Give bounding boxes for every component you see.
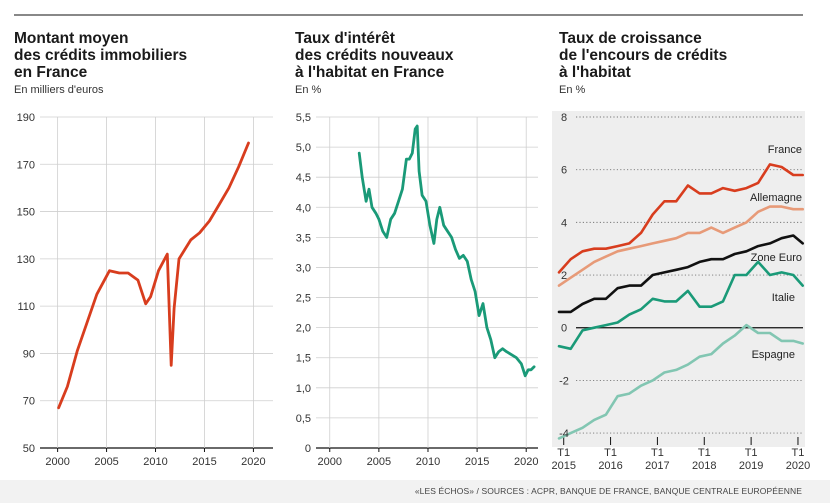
panel-1-xtick-label: 2010	[143, 456, 167, 468]
panel-2-xtick-label: 2000	[318, 456, 342, 468]
panel-3-plot	[552, 111, 805, 447]
panel-2-plot	[316, 116, 538, 452]
panel-2-title-line-2: des crédits nouveaux	[295, 47, 454, 64]
panel-1-xtick-label: 2005	[94, 456, 118, 468]
panel-3-ytick-label: 4	[561, 217, 567, 229]
panel-1-ytick-label: 70	[23, 396, 35, 408]
panel-2-title-line-3: à l'habitat en France	[295, 64, 445, 81]
panel-2-unit: En %	[295, 84, 322, 96]
source-bar	[0, 480, 830, 503]
panel-3-series-line	[557, 163, 804, 274]
panel-3-unit: En %	[559, 84, 586, 96]
panel-3-ytick-label: 0	[561, 323, 567, 335]
panel-2-xtick-label: 2005	[367, 456, 391, 468]
panel-1-plot	[40, 116, 273, 452]
panel-2-ytick-label: 2,0	[296, 323, 311, 335]
panel-1-ytick-label: 130	[17, 254, 35, 266]
panel-3-xtick-label-year: 2017	[645, 460, 669, 472]
panel-1-ytick-label: 150	[17, 207, 35, 219]
panel-1-ytick-label: 110	[17, 301, 35, 313]
panel-2-series-line	[357, 124, 536, 378]
panel-3-ytick-label: 8	[561, 112, 567, 124]
panel-3-series-label: Allemagne	[750, 192, 802, 204]
panel-1-ytick-label: 90	[23, 348, 35, 360]
source-note: «LES ÉCHOS» / SOURCES : ACPR, BANQUE DE …	[414, 486, 802, 496]
panel-2-title: Taux d'intérêt des crédits nouveaux à l'…	[295, 30, 454, 81]
panel-2-ytick-label: 3,0	[296, 262, 311, 274]
panel-3-series-line	[557, 323, 804, 440]
panel-3-xtick-label-quarter: T1	[557, 447, 570, 459]
panel-3-ytick-label: 2	[561, 270, 567, 282]
panel-2-xtick-label: 2010	[416, 456, 440, 468]
panel-2-xtick-label: 2020	[514, 456, 538, 468]
panel-1-xtick-label: 2020	[241, 456, 265, 468]
panel-3-ytick-label: -4	[559, 428, 569, 440]
panel-2-ytick-label: 1,0	[296, 383, 311, 395]
panel-3-series-label: Espagne	[752, 349, 795, 361]
panel-1-unit: En milliers d'euros	[14, 84, 104, 96]
panel-3-xtick-label-year: 2019	[739, 460, 763, 472]
panel-3-xtick-label-quarter: T1	[792, 447, 805, 459]
panel-1-ytick-label: 190	[17, 112, 35, 124]
panel-1-ytick-label: 170	[17, 159, 35, 171]
panel-2-ytick-label: 4,5	[296, 172, 311, 184]
panel-3-xtick-label-quarter: T1	[604, 447, 617, 459]
panel-3-xtick-label-year: 2018	[692, 460, 716, 472]
panel-2-xtick-label: 2015	[465, 456, 489, 468]
panel-1-xtick-label: 2000	[45, 456, 69, 468]
panel-3-xtick-label-quarter: T1	[698, 447, 711, 459]
panel-2-ytick-label: 0,5	[296, 413, 311, 425]
panel-3-ytick-label: 6	[561, 165, 567, 177]
panel-3-xtick-label-year: 2020	[786, 460, 810, 472]
panel-1-series-line	[57, 141, 250, 410]
panel-3-ytick-label: -2	[559, 375, 569, 387]
panel-3-xtick-label-year: 2016	[598, 460, 622, 472]
top-rule	[14, 14, 803, 16]
panel-1-title: Montant moyen des crédits immobiliers en…	[14, 30, 187, 81]
panel-2-ytick-label: 4,0	[296, 202, 311, 214]
panel-1-title-line-1: Montant moyen	[14, 30, 129, 47]
panel-2-ytick-label: 0	[305, 443, 311, 455]
panel-3-title-line-3: à l'habitat	[559, 64, 631, 81]
panel-3-series-label: France	[768, 144, 802, 156]
panel-3-xtick-label-quarter: T1	[745, 447, 758, 459]
panel-2-ytick-label: 5,0	[296, 142, 311, 154]
panel-3-background	[552, 111, 805, 447]
panel-1-title-line-3: en France	[14, 64, 88, 81]
panel-1-title-line-2: des crédits immobiliers	[14, 47, 188, 64]
panel-3-title-line-2: de l'encours de crédits	[559, 47, 728, 64]
panel-1-xtick-label: 2015	[192, 456, 216, 468]
panel-3-title: Taux de croissance de l'encours de crédi…	[559, 30, 727, 81]
panel-3-series-line	[557, 234, 804, 314]
panel-3-xtick-label-year: 2015	[551, 460, 575, 472]
panel-3-title-line-1: Taux de croissance	[559, 30, 702, 47]
panel-3-xtick-label-quarter: T1	[651, 447, 664, 459]
panel-3-series-label: Zone Euro	[751, 252, 802, 264]
panel-3-series-line	[557, 205, 804, 287]
panel-2-title-line-1: Taux d'intérêt	[295, 30, 395, 47]
panel-2-ytick-label: 1,5	[296, 353, 311, 365]
panel-3-series-label: Italie	[772, 292, 795, 304]
panel-2-ytick-label: 5,5	[296, 112, 311, 124]
panel-3-series-line	[557, 260, 804, 351]
panel-2-ytick-label: 3,5	[296, 232, 311, 244]
panel-2-ytick-label: 2,5	[296, 293, 311, 305]
panel-1-ytick-label: 50	[23, 443, 35, 455]
